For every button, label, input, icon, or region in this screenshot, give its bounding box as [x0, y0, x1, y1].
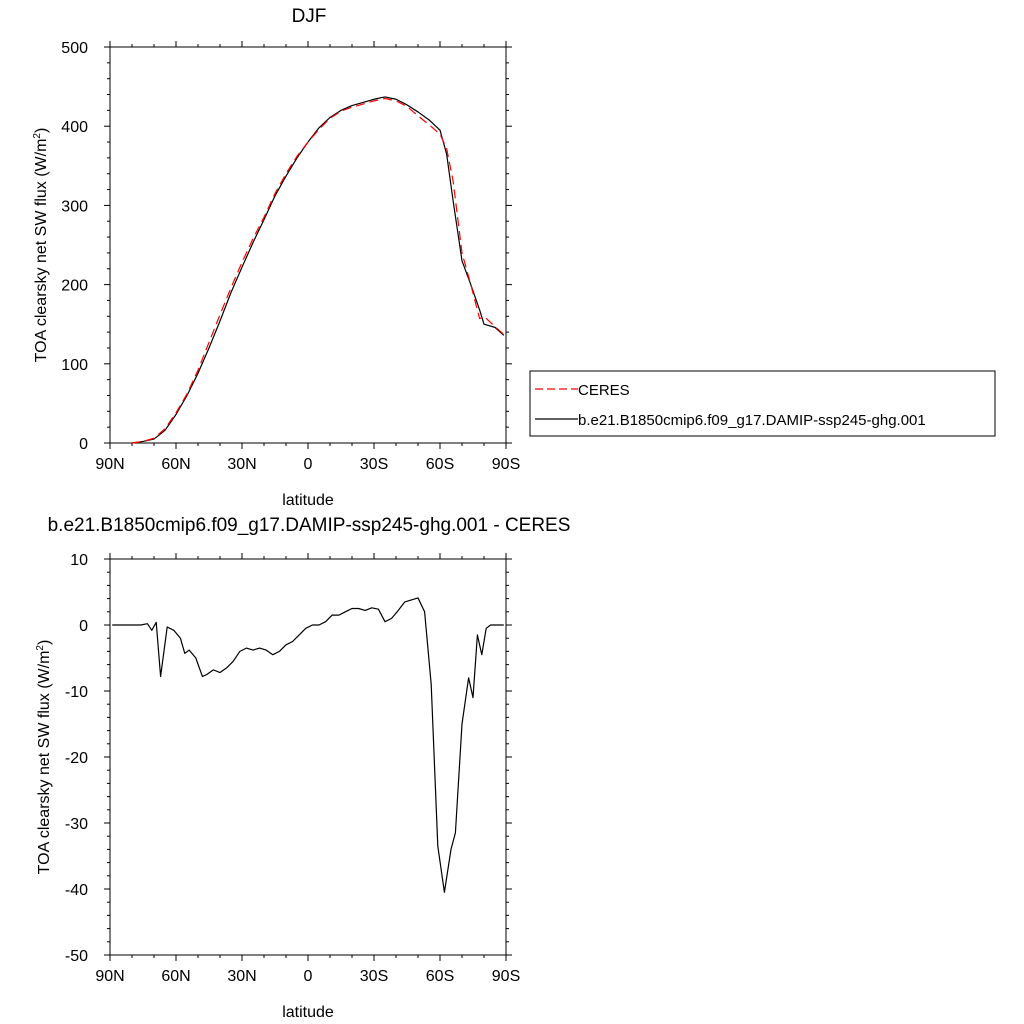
top-y-axis-label-sup: 2	[32, 133, 43, 139]
top-y-axis-label-main: TOA clearsky net SW flux (W/m	[33, 139, 50, 363]
bottom-x-tick-label: 30S	[360, 968, 388, 985]
bottom-y-axis-label-end: )	[36, 640, 53, 645]
top-y-axis-label-end: )	[33, 128, 50, 133]
bottom-y-axis-label: TOA clearsky net SW flux (W/m2)	[35, 640, 53, 875]
top-series-line-ceres	[131, 97, 505, 444]
bottom-y-tick-label: 0	[79, 618, 88, 635]
top-x-tick-labels: 90N 60N 30N 0 30S 60S 90S	[95, 456, 520, 473]
top-y-tick-labels: 0 100 200 300 400 500	[61, 40, 88, 453]
bottom-x-tick-label: 0	[304, 968, 313, 985]
top-x-tick-label: 90S	[492, 456, 520, 473]
top-x-tick-label: 90N	[95, 456, 124, 473]
bottom-plot-frame	[109, 558, 507, 956]
bottom-ticks	[104, 553, 512, 961]
top-y-axis-label: TOA clearsky net SW flux (W/m2)	[32, 128, 50, 363]
legend-box	[529, 370, 996, 437]
bottom-title: b.e21.B1850cmip6.f09_g17.DAMIP-ssp245-gh…	[48, 515, 571, 536]
top-y-tick-label: 0	[79, 436, 88, 453]
top-y-tick-label: 200	[61, 278, 88, 295]
bottom-x-tick-label: 90N	[95, 968, 124, 985]
bottom-series	[112, 597, 504, 893]
bottom-x-axis-label: latitude	[282, 1004, 334, 1021]
top-x-axis-label: latitude	[282, 492, 334, 509]
bottom-x-tick-label: 60N	[161, 968, 190, 985]
bottom-y-tick-label: 10	[70, 552, 88, 569]
bottom-y-tick-label: -30	[65, 816, 88, 833]
legend: CERES b.e21.B1850cmip6.f09_g17.DAMIP-ssp…	[529, 370, 996, 437]
top-y-tick-label: 400	[61, 119, 88, 136]
top-panel: DJF 90N 60N 30N 0 30S 60S 90S 0 100 200 300 400 500…	[32, 6, 996, 509]
top-x-tick-label: 30S	[360, 456, 388, 473]
top-x-tick-label: 60S	[426, 456, 454, 473]
bottom-y-tick-label: -40	[65, 882, 88, 899]
top-title: DJF	[292, 6, 327, 27]
top-y-tick-label: 300	[61, 198, 88, 215]
bottom-y-axis-label-main: TOA clearsky net SW flux (W/m	[36, 651, 53, 875]
top-x-tick-label: 0	[304, 456, 313, 473]
bottom-x-tick-label: 60S	[426, 968, 454, 985]
top-x-tick-label: 30N	[227, 456, 256, 473]
top-y-tick-label: 100	[61, 357, 88, 374]
top-plot-frame	[109, 46, 507, 444]
bottom-x-tick-labels: 90N 60N 30N 0 30S 60S 90S	[95, 968, 520, 985]
top-ticks	[104, 41, 512, 449]
top-series	[131, 96, 505, 444]
legend-label-ceres: CERES	[578, 382, 630, 399]
bottom-y-tick-label: -10	[65, 684, 88, 701]
bottom-y-tick-label: -20	[65, 750, 88, 767]
bottom-y-tick-labels: -50 -40 -30 -20 -10 0 10	[65, 552, 88, 965]
bottom-x-tick-label: 30N	[227, 968, 256, 985]
legend-label-model: b.e21.B1850cmip6.f09_g17.DAMIP-ssp245-gh…	[578, 412, 926, 429]
top-series-line-model	[131, 96, 505, 444]
bottom-series-line-model	[112, 597, 504, 893]
bottom-panel: b.e21.B1850cmip6.f09_g17.DAMIP-ssp245-gh…	[35, 515, 570, 1021]
top-x-tick-label: 60N	[161, 456, 190, 473]
bottom-y-axis-label-sup: 2	[35, 645, 46, 651]
bottom-y-tick-label: -50	[65, 948, 88, 965]
bottom-x-tick-label: 90S	[492, 968, 520, 985]
top-y-tick-label: 500	[61, 40, 88, 57]
